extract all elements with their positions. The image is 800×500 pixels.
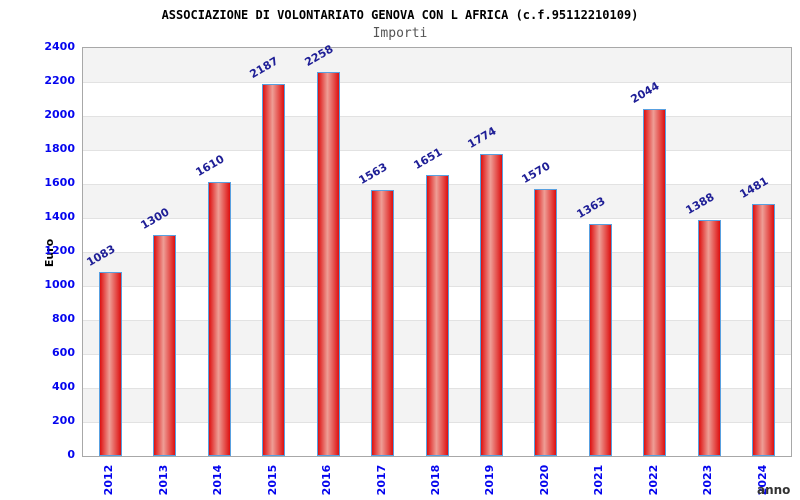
bar <box>534 189 558 456</box>
y-tick-label: 1600 <box>44 176 75 189</box>
y-tick-label: 2000 <box>44 108 75 121</box>
gridline <box>83 82 791 83</box>
x-tick-label: 2012 <box>102 464 116 496</box>
bar <box>479 154 503 456</box>
bar <box>425 175 449 456</box>
x-tick-label: 2017 <box>374 464 388 496</box>
bar <box>588 224 612 456</box>
y-tick-label: 1400 <box>44 210 75 223</box>
background-band <box>83 82 791 116</box>
x-tick-label: 2021 <box>592 464 606 496</box>
bar <box>643 108 667 456</box>
bar <box>752 204 776 456</box>
plot-area: 1083 1300 1610 2187 2258 1563 1651 1774 1570 1363… <box>82 43 792 457</box>
bar <box>98 271 122 456</box>
x-axis-title: anno <box>757 483 791 497</box>
y-tick-label: 2200 <box>44 74 75 87</box>
x-tick-label: 2020 <box>537 464 551 496</box>
chart-title: ASSOCIAZIONE DI VOLONTARIATO GENOVA CON … <box>161 8 639 22</box>
x-tick-label: 2022 <box>646 464 660 496</box>
x-tick-label: 2019 <box>483 464 497 496</box>
gridline <box>83 116 791 117</box>
y-tick-label: 1800 <box>44 142 75 155</box>
x-tick-label: 2016 <box>320 464 334 496</box>
gridline <box>83 150 791 151</box>
y-tick-label: 1000 <box>44 278 75 291</box>
bar <box>371 190 395 456</box>
bar <box>207 182 231 456</box>
y-tick-label: 0 <box>67 448 75 461</box>
y-tick-label: 200 <box>52 414 75 427</box>
y-tick-label: 400 <box>52 380 75 393</box>
bar <box>316 72 340 456</box>
chart-subtitle: Importi <box>372 26 428 41</box>
background-band <box>83 116 791 150</box>
x-tick-label: 2023 <box>701 464 715 496</box>
y-tick-label: 800 <box>52 312 75 325</box>
x-tick-label: 2013 <box>156 464 170 496</box>
x-tick-label: 2014 <box>211 464 225 496</box>
y-tick-label: 2400 <box>44 40 75 53</box>
bar <box>697 220 721 456</box>
x-tick-label: 2018 <box>429 464 442 496</box>
background-band <box>83 48 791 82</box>
bar <box>153 235 177 456</box>
y-tick-label: 1200 <box>44 244 75 257</box>
y-tick-label: 600 <box>52 346 75 359</box>
x-tick-label: 2015 <box>265 464 279 496</box>
bar <box>262 84 286 456</box>
